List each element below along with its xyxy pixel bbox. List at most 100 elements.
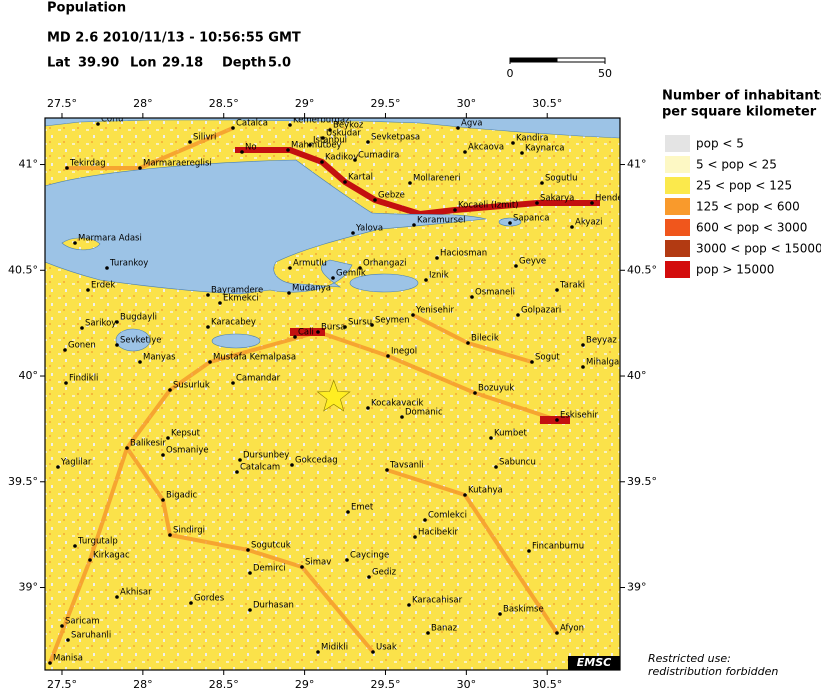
- city-dot: [206, 325, 210, 329]
- city-dot: [115, 595, 119, 599]
- city-dot: [407, 603, 411, 607]
- lat-tick-label: 41°: [19, 158, 39, 171]
- city-dot: [535, 201, 539, 205]
- city-dot: [96, 122, 100, 126]
- lon-value: 29.18: [162, 56, 203, 71]
- city-label: Uskudar: [326, 129, 361, 139]
- water: [45, 118, 620, 352]
- city-dot: [489, 436, 493, 440]
- notice-line: redistribution forbidden: [648, 665, 778, 678]
- city-dot: [189, 601, 193, 605]
- city-label: Bayramdere: [211, 286, 263, 296]
- city-label: Mahmutbey: [291, 141, 342, 151]
- city-label: Emet: [351, 503, 374, 513]
- city-label: Sarikoy: [85, 319, 116, 329]
- event-line: MD 2.6 2010/11/13 - 10:56:55 GMT: [47, 31, 301, 46]
- city-label: Istanbul: [313, 136, 347, 146]
- city-dot: [115, 320, 119, 324]
- city-label: Cali: [298, 328, 314, 338]
- city-label: Marmara Adasi: [78, 234, 142, 244]
- lat-tick-label: 40°: [627, 369, 647, 382]
- city-dot: [426, 631, 430, 635]
- city-label: Bozuyuk: [478, 384, 514, 394]
- city-label: Bigadic: [166, 491, 198, 501]
- city-dot: [463, 150, 467, 154]
- city-dot: [453, 208, 457, 212]
- city-label: Kumbet: [494, 429, 527, 439]
- city-label: Corlu: [101, 115, 123, 125]
- map-frame: [44, 117, 621, 671]
- city-label: Kandira: [516, 134, 548, 144]
- city-dot: [206, 293, 210, 297]
- city-label: Kemerburgaz: [293, 116, 350, 126]
- city-dot: [411, 313, 415, 317]
- city-dot: [48, 661, 52, 665]
- city-dot: [570, 225, 574, 229]
- city-dot: [138, 360, 142, 364]
- city-dot: [66, 638, 70, 642]
- city-dot: [248, 608, 252, 612]
- city-dot: [188, 140, 192, 144]
- city-dot: [366, 140, 370, 144]
- city-label: Osmaniye: [166, 446, 209, 456]
- lat-tick-label: 39°: [627, 581, 647, 594]
- city-dot: [530, 360, 534, 364]
- city-dot: [527, 549, 531, 553]
- lon-tick-label: 28.5°: [209, 678, 239, 691]
- city-label: Baskimse: [503, 605, 544, 615]
- city-dot: [168, 388, 172, 392]
- city-label: Marmaraereglisi: [143, 159, 212, 169]
- city-dot: [508, 221, 512, 225]
- city-dot: [321, 136, 325, 140]
- city-label: Armutlu: [293, 259, 327, 269]
- city-label: Susurluk: [173, 381, 210, 391]
- legend-label: 3000 < pop < 15000: [696, 242, 821, 256]
- city-label: Silivri: [193, 133, 216, 143]
- city-dot: [288, 266, 292, 270]
- lat-tick-label: 39°: [19, 581, 39, 594]
- city-label: Sevketiye: [120, 336, 161, 346]
- city-label: Yalova: [355, 224, 383, 234]
- city-label: Kocakavacik: [371, 399, 423, 409]
- title: Population: [47, 1, 126, 16]
- city-label: Kartal: [348, 173, 373, 183]
- city-dot: [371, 650, 375, 654]
- city-label: Sevketpasa: [371, 133, 420, 143]
- map-area: Catalca Silivri Corlu Tekirdag Marmaraeregli…: [45, 115, 620, 670]
- city-label: Sabuncu: [499, 458, 536, 468]
- city-dot: [240, 150, 244, 154]
- city-dot: [473, 391, 477, 395]
- lon-tick-label: 29.5°: [370, 97, 400, 110]
- city-label: Kepsut: [171, 429, 201, 439]
- city-label: Usak: [376, 643, 397, 653]
- city-dot: [343, 180, 347, 184]
- city-label: Sakarya: [540, 194, 574, 204]
- city-label: Kocaeli (Izmit): [458, 201, 518, 211]
- city-label: Findikli: [69, 374, 98, 384]
- city-dot: [456, 126, 460, 130]
- city-dot: [555, 418, 559, 422]
- city-label: Eskisehir: [560, 411, 598, 421]
- city-label: Manisa: [53, 654, 83, 664]
- city-dot: [423, 518, 427, 522]
- city-dot: [370, 323, 374, 327]
- city-label: Saruhanli: [71, 631, 111, 641]
- city-dot: [316, 650, 320, 654]
- city-label: Yenisehir: [415, 306, 454, 316]
- city-label: Mudanya: [292, 284, 331, 294]
- city-dot: [413, 535, 417, 539]
- city-label: Sogutlu: [545, 174, 577, 184]
- city-label: Gokcedag: [295, 456, 338, 466]
- city-dot: [581, 343, 585, 347]
- legend-swatch: [665, 177, 690, 194]
- city-dot: [498, 612, 502, 616]
- city-dot: [514, 264, 518, 268]
- city-dot: [366, 406, 370, 410]
- city-dot: [424, 278, 428, 282]
- city-dot: [231, 126, 235, 130]
- city-label: Kaynarca: [525, 144, 564, 154]
- city-dot: [351, 231, 355, 235]
- lon-tick-label: 28°: [133, 97, 153, 110]
- city-label: Akyazi: [575, 218, 603, 228]
- city-dot: [86, 288, 90, 292]
